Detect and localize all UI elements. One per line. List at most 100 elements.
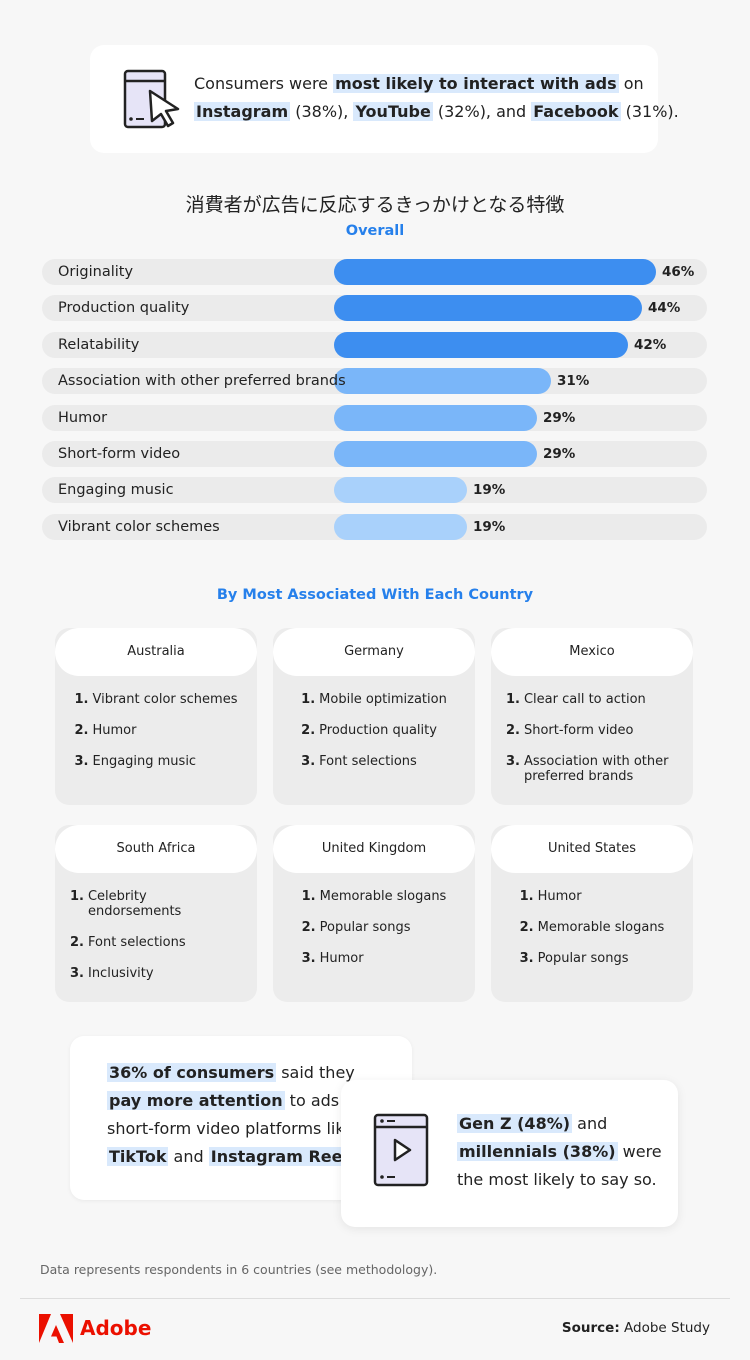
text: short-form video platforms like — [107, 1119, 354, 1138]
item-text: Font selections — [87, 935, 186, 950]
list-item: 3. Popular songs — [520, 951, 665, 966]
highlight: Facebook — [531, 102, 621, 121]
text-line: Instagram (38%), YouTube (32%), and Face… — [194, 98, 679, 126]
country-list: 1. Humor 2. Memorable slogans 3. Popular song… — [491, 889, 693, 982]
list-item: 3. Humor — [302, 951, 447, 966]
country-list: 1. Clear call to action 2. Short-form video… — [491, 692, 693, 800]
rank: 3. — [519, 951, 534, 966]
list-item: 1. Vibrant color schemes — [75, 692, 238, 707]
bar — [334, 259, 656, 285]
value-label: 19% — [473, 518, 506, 535]
bar — [334, 477, 467, 504]
text-line: the most likely to say so. — [457, 1166, 662, 1194]
adobe-logo — [39, 1314, 73, 1343]
bar — [334, 441, 537, 467]
bar — [334, 513, 467, 540]
list: 1. Mobile optimization 2. Production qualit… — [301, 692, 447, 769]
item-text: Vibrant color schemes — [92, 692, 238, 707]
list-item: 1. Humor — [520, 889, 665, 904]
callout-left-text: 36% of consumers said they pay more atten… — [107, 1059, 365, 1171]
text: said they — [276, 1063, 355, 1082]
value-label: 29% — [543, 446, 576, 462]
highlight: TikTok — [107, 1147, 169, 1166]
item-text: Humor — [92, 723, 137, 738]
rank: 3. — [70, 966, 84, 981]
bar-row: Originality 46% — [42, 259, 707, 285]
item-text: Association with other preferred brands — [523, 754, 669, 784]
country-card: Australia 1. Vibrant color schemes 2. Humor 3… — [55, 628, 257, 805]
rank: 1. — [301, 692, 316, 707]
divider — [20, 1298, 730, 1299]
item-text: Engaging music — [92, 754, 197, 769]
text-line: Gen Z (48%) and — [457, 1110, 662, 1138]
highlight: millennials (38%) — [457, 1142, 618, 1161]
category-label: Engaging music — [58, 482, 174, 499]
country-name: South Africa — [55, 825, 257, 873]
bar-row: Short-form video 29% — [42, 441, 707, 467]
item-text: Mobile optimization — [319, 692, 447, 707]
country-card: United States 1. Humor 2. Memorable slogans 3… — [491, 825, 693, 1002]
rank: 2. — [301, 920, 316, 935]
list-item: 2. Font selections — [70, 935, 242, 950]
list-item: 3. Font selections — [301, 754, 447, 769]
section-title: By Most Associated With Each Country — [216, 587, 534, 603]
item-text: Short-form video — [523, 723, 634, 738]
text-line: TikTok and Instagram Reels. — [107, 1143, 365, 1171]
rank: 1. — [519, 889, 534, 904]
text: and — [572, 1114, 608, 1133]
video-icon — [373, 1113, 429, 1187]
text: Consumers were — [194, 74, 334, 93]
rank: 1. — [506, 692, 520, 707]
value-label: 19% — [473, 482, 506, 499]
highlight: pay more attention — [107, 1091, 285, 1110]
value-label: 31% — [557, 373, 590, 390]
category-label: Humor — [58, 409, 108, 426]
item-text: Popular songs — [319, 920, 411, 935]
cursor-icon — [123, 69, 180, 129]
highlight: Gen Z (48%) — [457, 1114, 573, 1133]
list-item: 3. Engaging music — [75, 754, 238, 769]
value-label: 46% — [662, 264, 695, 280]
category-label: Association with other preferred brands — [58, 373, 346, 390]
text-line: 36% of consumers said they — [107, 1059, 365, 1087]
bar-row: Association with other preferred brands 3… — [42, 368, 707, 395]
list: 1. Clear call to action 2. Short-form video… — [506, 692, 678, 784]
text-line: short-form video platforms like — [107, 1115, 365, 1143]
text-line: Consumers were most likely to interact w… — [194, 70, 679, 98]
text: and — [168, 1147, 209, 1166]
bar-row: Humor 29% — [42, 404, 707, 431]
rank: 2. — [506, 723, 520, 738]
country-name: United States — [491, 825, 693, 873]
country-card: South Africa 1. Celebrity endorsements 2. Fo… — [55, 825, 257, 1002]
highlight: YouTube — [353, 102, 433, 121]
country-list: 1. Mobile optimization 2. Production qualit… — [273, 692, 475, 785]
bar-row: Relatability 42% — [42, 331, 707, 358]
header-card: Consumers were most likely to interact w… — [90, 45, 679, 153]
footnote: Data represents respondents in 6 countri… — [40, 1262, 438, 1277]
brand: Adobe — [80, 1316, 152, 1340]
country-card: Germany 1. Mobile optimization 2. Production… — [273, 628, 475, 805]
list-item: 2. Short-form video — [506, 723, 678, 738]
source-text: Adobe Study — [619, 1320, 710, 1336]
list-item: 1. Celebrity endorsements — [70, 889, 242, 919]
item-text: Humor — [537, 889, 582, 904]
list-item: 1. Clear call to action — [506, 692, 678, 707]
header-text: Consumers were most likely to interact w… — [194, 70, 679, 126]
bar-row: Vibrant color schemes 19% — [42, 513, 707, 540]
bar-row: Production quality 44% — [42, 295, 707, 322]
country-name: United Kingdom — [273, 825, 475, 873]
rank: 2. — [70, 935, 84, 950]
source-label: Source: — [561, 1320, 620, 1336]
item-text: Memorable slogans — [537, 920, 665, 935]
source: Source: Adobe Study — [562, 1320, 710, 1336]
callout-right: Gen Z (48%) and millennials (38%) were the… — [341, 1080, 678, 1227]
text-line: millennials (38%) were — [457, 1138, 662, 1166]
country-name: Germany — [273, 628, 475, 676]
text: were — [617, 1142, 662, 1161]
chart-subtitle: Overall — [345, 223, 405, 239]
rank: 3. — [301, 951, 316, 966]
list: 1. Celebrity endorsements 2. Font selection… — [70, 889, 242, 981]
highlight: Instagram Reels — [208, 1147, 360, 1166]
category-label: Vibrant color schemes — [58, 518, 220, 535]
item-text: Humor — [319, 951, 364, 966]
